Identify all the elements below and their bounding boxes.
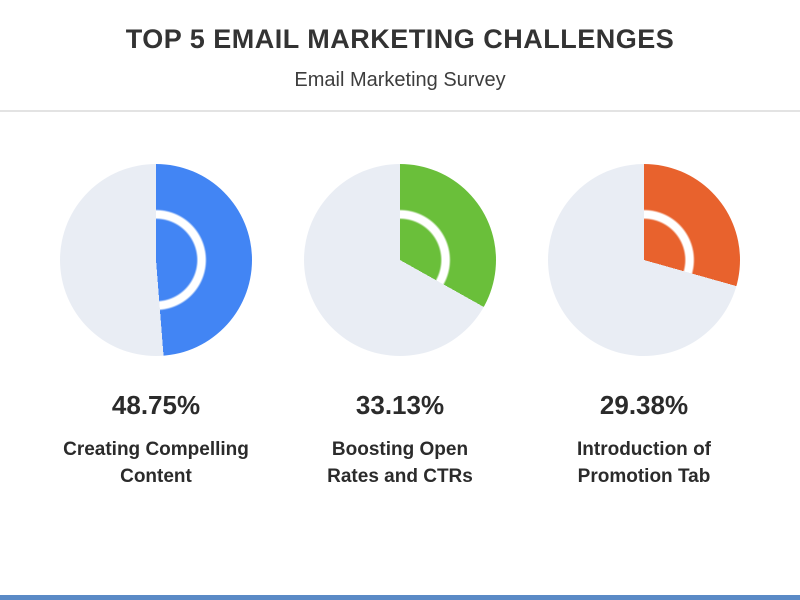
pie-chart — [60, 164, 252, 356]
percentage-label: 33.13% — [355, 390, 445, 420]
slice-label-line: Boosting Open — [331, 439, 469, 460]
slice-label: Creating Compelling Content — [63, 437, 249, 490]
percentage-label: 29.38% — [599, 390, 689, 420]
charts-row: 48.75% Creating Compelling Content 33.13… — [0, 164, 800, 490]
chart-title: TOP 5 EMAIL MARKETING CHALLENGES — [125, 24, 675, 54]
pie-inner-arc — [60, 164, 252, 356]
slice-label: Boosting Open Rates and CTRs — [327, 437, 473, 490]
slice-label-line: Rates and CTRs — [327, 465, 473, 487]
slice-label-line: Promotion Tab — [577, 465, 711, 487]
pie-inner-arc — [304, 164, 496, 356]
pie-chart — [304, 164, 496, 356]
pie-chart — [548, 164, 740, 356]
slice-label-line: Creating Compelling — [63, 439, 249, 460]
slice-label-line: Content — [120, 465, 192, 487]
bottom-accent-bar — [0, 595, 800, 600]
slice-label-line: Introduction of — [576, 439, 712, 460]
pie-card-creating-compelling-content: 48.75% Creating Compelling Content — [44, 164, 268, 490]
slice-label: Introduction of Promotion Tab — [577, 437, 711, 490]
percentage-label: 48.75% — [111, 390, 201, 420]
chart-subtitle: Email Marketing Survey — [294, 69, 506, 91]
header-divider — [0, 110, 800, 112]
chart-header: TOP 5 EMAIL MARKETING CHALLENGES Email M… — [0, 0, 800, 92]
pie-card-introduction-promotion-tab: 29.38% Introduction of Promotion Tab — [532, 164, 756, 490]
pie-inner-arc — [548, 164, 740, 356]
pie-card-boosting-open-rates: 33.13% Boosting Open Rates and CTRs — [288, 164, 512, 490]
